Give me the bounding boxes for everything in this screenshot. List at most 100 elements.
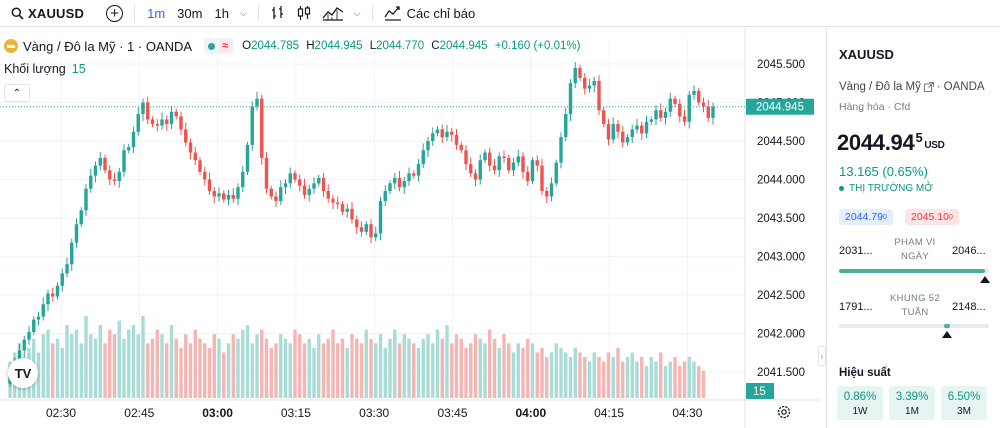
candle[interactable] (188, 142, 193, 153)
candle[interactable] (692, 90, 696, 95)
candle[interactable] (165, 119, 169, 125)
candle[interactable] (421, 150, 425, 165)
candle[interactable] (440, 129, 444, 138)
candle[interactable] (288, 173, 292, 184)
candle[interactable] (93, 165, 98, 176)
candle[interactable] (559, 137, 563, 163)
candle[interactable] (625, 137, 630, 143)
candle[interactable] (606, 124, 611, 140)
candle[interactable] (70, 242, 74, 265)
candle[interactable] (464, 150, 468, 165)
candle[interactable] (160, 119, 164, 126)
candle[interactable] (312, 183, 316, 189)
candle[interactable] (326, 191, 330, 199)
candle[interactable] (549, 183, 554, 197)
candle[interactable] (345, 208, 349, 212)
candle[interactable] (578, 67, 582, 78)
indicators-button[interactable]: Các chỉ báo (379, 0, 481, 27)
candle[interactable] (27, 331, 31, 340)
candle[interactable] (260, 98, 264, 158)
candle[interactable] (402, 181, 406, 188)
candle[interactable] (502, 156, 506, 158)
candle[interactable] (203, 171, 207, 180)
candle[interactable] (573, 67, 577, 84)
candle[interactable] (701, 102, 706, 107)
candle[interactable] (649, 119, 653, 122)
candle[interactable] (146, 102, 150, 120)
candle[interactable] (226, 194, 231, 200)
candle[interactable] (659, 110, 663, 118)
panel-toggle-handle[interactable]: › (818, 346, 826, 366)
candle[interactable] (212, 191, 216, 197)
candle[interactable] (597, 80, 601, 111)
performance-1m[interactable]: 3.39% 1M (889, 386, 935, 420)
candle[interactable] (540, 165, 544, 192)
chart-type-dropdown-chevron-icon[interactable]: ⌵ (353, 7, 361, 18)
candle[interactable] (445, 131, 449, 138)
candle[interactable] (22, 339, 26, 351)
candle[interactable] (511, 162, 516, 171)
candle[interactable] (711, 106, 715, 118)
candle[interactable] (383, 191, 387, 202)
candle[interactable] (241, 171, 245, 188)
candle[interactable] (687, 94, 691, 122)
candle[interactable] (378, 201, 383, 234)
candle[interactable] (374, 233, 378, 238)
candles-style-button[interactable] (291, 0, 317, 27)
candle[interactable] (331, 198, 335, 203)
candle[interactable] (317, 177, 321, 184)
candle[interactable] (516, 156, 520, 163)
candle[interactable] (46, 293, 50, 305)
candle[interactable] (264, 157, 269, 189)
symbol-search-button[interactable]: XAUUSD (6, 0, 89, 27)
candle[interactable] (103, 157, 107, 171)
candle[interactable] (41, 304, 45, 317)
candle[interactable] (136, 114, 140, 132)
candle[interactable] (108, 170, 112, 180)
candle[interactable] (587, 85, 592, 89)
candle[interactable] (564, 114, 568, 138)
candle[interactable] (89, 175, 93, 189)
performance-1w[interactable]: 0.86% 1W (837, 386, 883, 420)
candle[interactable] (74, 224, 79, 243)
candle[interactable] (450, 131, 454, 135)
candle[interactable] (678, 104, 682, 117)
candle[interactable] (302, 185, 307, 195)
candle[interactable] (706, 106, 710, 118)
candle[interactable] (255, 98, 259, 107)
candle[interactable] (497, 156, 501, 171)
candle[interactable] (393, 177, 397, 184)
candle[interactable] (274, 196, 278, 202)
candle[interactable] (174, 111, 178, 117)
candle[interactable] (369, 224, 373, 238)
candle[interactable] (193, 152, 197, 161)
candle[interactable] (583, 77, 587, 89)
candle[interactable] (279, 187, 283, 202)
candle[interactable] (250, 106, 254, 145)
candle[interactable] (654, 110, 658, 120)
candle[interactable] (426, 141, 430, 151)
candle[interactable] (602, 110, 606, 125)
candle[interactable] (55, 285, 60, 297)
panel-description-text[interactable]: Vàng / Đô la Mỹ (839, 81, 921, 93)
candle[interactable] (416, 164, 421, 176)
candle[interactable] (526, 171, 530, 182)
candle[interactable] (697, 90, 701, 103)
market-status-pill[interactable]: ≈ (204, 38, 235, 54)
candle[interactable] (207, 179, 212, 192)
candle[interactable] (592, 80, 596, 86)
candle[interactable] (321, 177, 326, 192)
candle[interactable] (521, 156, 525, 172)
candle[interactable] (507, 157, 511, 171)
candle[interactable] (545, 191, 549, 197)
price-chart[interactable]: 2045.5002045.0002044.5002044.0002043.500… (0, 28, 820, 428)
candle[interactable] (65, 264, 69, 274)
candle[interactable] (663, 111, 668, 118)
candle[interactable] (407, 173, 411, 182)
candle[interactable] (478, 160, 482, 180)
performance-3m[interactable]: 6.50% 3M (941, 386, 987, 420)
candle[interactable] (298, 179, 302, 186)
candle[interactable] (635, 125, 639, 130)
candle[interactable] (198, 160, 202, 172)
candle[interactable] (51, 293, 55, 297)
